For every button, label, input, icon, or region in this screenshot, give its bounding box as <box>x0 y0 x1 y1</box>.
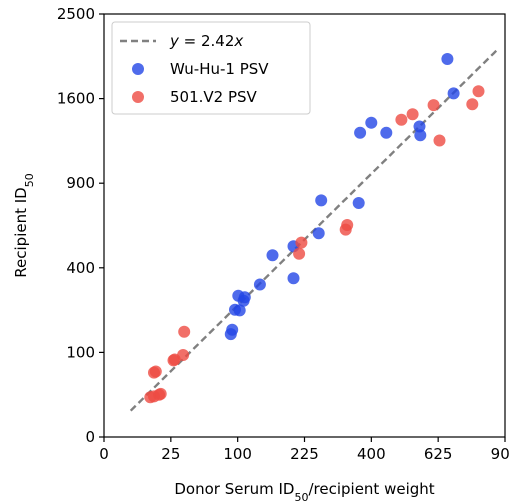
legend-series-1-label: 501.V2 PSV <box>170 88 258 106</box>
x-tick-label: 225 <box>290 445 319 463</box>
data-point <box>226 323 239 336</box>
data-point <box>233 304 246 317</box>
data-point <box>472 85 485 98</box>
data-point <box>466 98 479 111</box>
data-point <box>238 291 251 304</box>
x-axis-label: Donor Serum ID50/recipient weight <box>174 480 434 503</box>
plot-area <box>129 47 500 412</box>
y-tick-label: 900 <box>66 174 95 192</box>
legend-fit-line-label: y = 2.42x <box>169 32 243 50</box>
fit-line <box>129 47 500 412</box>
data-point <box>266 249 279 262</box>
data-point <box>177 349 190 361</box>
data-point <box>414 129 427 142</box>
data-point <box>287 272 300 285</box>
legend-series-0-marker <box>132 63 144 75</box>
x-tick-label: 400 <box>357 445 386 463</box>
y-tick-label: 400 <box>66 259 95 277</box>
data-point <box>365 116 378 129</box>
data-point <box>154 387 167 400</box>
x-axis: 0 25 100 225 400 625 900 <box>99 437 509 463</box>
data-point <box>178 325 191 338</box>
data-point <box>380 126 393 139</box>
data-point <box>354 126 367 139</box>
series-1 <box>144 85 485 404</box>
y-tick-label: 0 <box>85 428 95 446</box>
y-tick-label: 1600 <box>57 90 95 108</box>
data-point <box>395 113 408 126</box>
y-axis: 0 100 400 900 1600 2500 <box>57 5 104 446</box>
x-tick-label: 900 <box>491 445 509 463</box>
legend-box <box>111 21 311 115</box>
data-point <box>352 197 365 209</box>
legend-series-1-marker <box>132 91 144 103</box>
x-tick-label: 100 <box>223 445 252 463</box>
data-point <box>447 87 460 100</box>
data-point <box>293 247 306 260</box>
data-point <box>312 227 325 240</box>
y-tick-label: 2500 <box>57 5 95 23</box>
data-point <box>433 134 446 147</box>
legend: y = 2.42x Wu-Hu-1 PSV 501.V2 PSV <box>111 21 311 115</box>
x-tick-label: 25 <box>161 445 180 463</box>
data-point <box>427 99 440 112</box>
data-point <box>295 236 308 249</box>
x-tick-label: 0 <box>99 445 109 463</box>
data-point <box>253 278 266 291</box>
data-point <box>341 219 354 231</box>
x-tick-label: 625 <box>424 445 453 463</box>
data-point <box>406 108 419 121</box>
data-point <box>315 194 328 207</box>
legend-series-0-label: Wu-Hu-1 PSV <box>170 60 269 78</box>
data-point <box>441 53 454 65</box>
data-point <box>413 120 426 133</box>
y-axis-label: Recipient ID50 <box>12 173 36 277</box>
y-tick-label: 100 <box>66 343 95 361</box>
data-point <box>149 365 162 378</box>
